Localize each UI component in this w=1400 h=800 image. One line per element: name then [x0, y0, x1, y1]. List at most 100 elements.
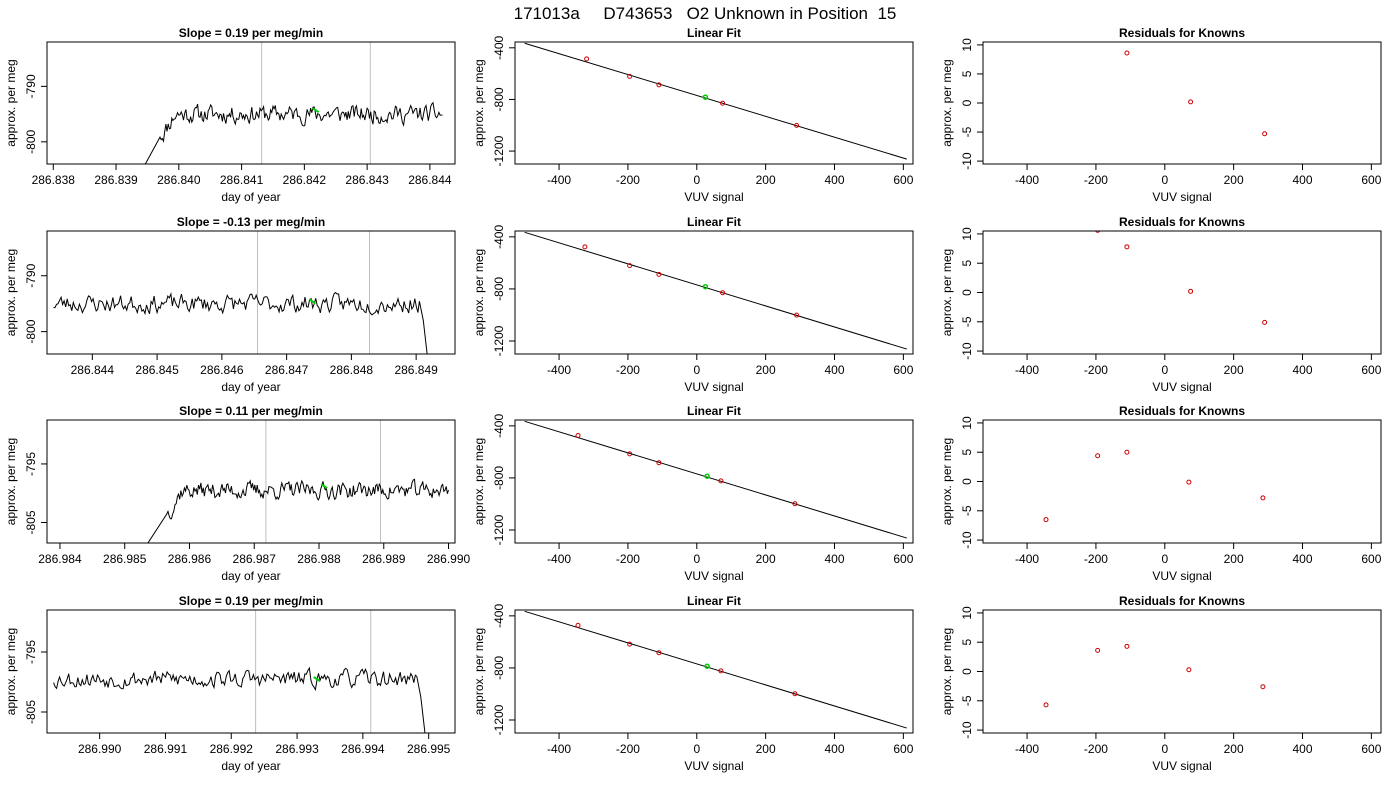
known-point	[1124, 50, 1130, 56]
x-tick-label: 286.841	[220, 173, 264, 187]
plot-area	[524, 420, 907, 539]
known-point	[1262, 131, 1268, 137]
y-tick-label: -400	[492, 35, 506, 59]
y-tick-label: 5	[960, 260, 974, 267]
x-tick-label: 0	[693, 552, 700, 566]
x-tick-label: 600	[1361, 552, 1381, 566]
known-point	[575, 432, 581, 438]
panel-3-2: Residuals for Knowns VUV signal approx. pe…	[940, 594, 1382, 773]
y-tick-label: 0	[960, 99, 974, 106]
unknown-point	[702, 283, 709, 290]
y-tick-label: -800	[492, 87, 506, 111]
y-tick-label: -10	[960, 342, 974, 360]
x-tick-label: 286.993	[275, 742, 319, 756]
panel-title: Residuals for Knowns	[1119, 594, 1245, 608]
x-tick-label: 286.990	[427, 552, 471, 566]
known-point	[1124, 244, 1130, 250]
x-tick-label: 600	[893, 173, 913, 187]
y-tick-label: -790	[24, 74, 38, 98]
x-tick-label: 200	[756, 363, 776, 377]
y-tick-label: -5	[960, 695, 974, 706]
y-axis-label: approx. per meg	[940, 628, 954, 715]
plot-frame	[514, 419, 914, 544]
x-tick-label: 200	[756, 742, 776, 756]
x-axis-label: VUV signal	[1152, 380, 1211, 394]
x-tick-label: 600	[893, 552, 913, 566]
panel-title: Residuals for Knowns	[1119, 404, 1245, 418]
known-point	[627, 263, 633, 269]
known-point	[627, 641, 633, 647]
plot-frame	[46, 609, 456, 734]
plot-frame	[982, 419, 1382, 544]
x-tick-label: -200	[1084, 173, 1108, 187]
panel-title: Slope = 0.11 per meg/min	[179, 404, 323, 418]
x-tick-label: 286.842	[283, 173, 327, 187]
panel-2-0: Slope = 0.11 per meg/min day of year appro…	[4, 404, 471, 583]
x-tick-label: 400	[1292, 742, 1312, 756]
x-tick-label: 200	[756, 552, 776, 566]
plot-area	[524, 231, 907, 350]
x-tick-label: 286.986	[168, 552, 212, 566]
y-axis-label: approx. per meg	[472, 438, 486, 525]
panel-1-0: Slope = -0.13 per meg/min day of year appr…	[4, 215, 456, 394]
known-point	[792, 691, 798, 697]
panel-title: Residuals for Knowns	[1119, 215, 1245, 229]
known-point	[656, 82, 662, 88]
known-point	[1043, 702, 1049, 708]
panel-title: Slope = -0.13 per meg/min	[177, 215, 325, 229]
x-tick-label: 400	[824, 173, 844, 187]
panel-0-1: Linear Fit VUV signal approx. per meg -400 -…	[472, 26, 914, 204]
x-tick-label: 400	[1292, 552, 1312, 566]
y-tick-label: -800	[24, 129, 38, 153]
x-tick-label: 286.849	[394, 363, 438, 377]
x-tick-label: 200	[1224, 363, 1244, 377]
known-point	[794, 312, 800, 318]
known-point	[1186, 667, 1192, 673]
y-tick-label: -800	[492, 277, 506, 301]
y-tick-label: -805	[24, 510, 38, 534]
x-tick-label: 0	[1161, 742, 1168, 756]
y-axis-label: approx. per meg	[472, 628, 486, 715]
x-tick-label: 286.985	[103, 552, 147, 566]
y-tick-label: 0	[960, 668, 974, 675]
x-tick-label: 286.994	[341, 742, 385, 756]
x-tick-label: -400	[547, 742, 571, 756]
x-tick-label: 286.991	[144, 742, 188, 756]
known-point	[656, 650, 662, 656]
x-tick-label: 600	[893, 742, 913, 756]
x-tick-label: 286.988	[297, 552, 341, 566]
x-tick-label: 286.989	[362, 552, 406, 566]
known-point	[582, 244, 588, 250]
panel-title: Linear Fit	[687, 594, 741, 608]
panel-2-2: Residuals for Knowns VUV signal approx. pe…	[940, 404, 1382, 583]
x-axis-label: VUV signal	[684, 569, 743, 583]
known-point	[656, 460, 662, 466]
plot-area	[1043, 449, 1266, 523]
x-tick-label: 286.839	[94, 173, 138, 187]
x-tick-label: -400	[547, 552, 571, 566]
x-tick-label: 286.846	[200, 363, 244, 377]
plot-frame	[46, 230, 456, 355]
known-point	[627, 451, 633, 457]
plot-area	[524, 610, 907, 729]
plot-frame	[982, 609, 1382, 734]
known-point	[720, 290, 726, 296]
known-point	[792, 501, 798, 507]
x-tick-label: -200	[1084, 363, 1108, 377]
x-tick-label: -200	[1084, 552, 1108, 566]
known-point	[718, 478, 724, 484]
panel-title: Linear Fit	[687, 404, 741, 418]
panel-3-0: Slope = 0.19 per meg/min day of year appro…	[4, 594, 456, 773]
y-axis-label: approx. per meg	[472, 249, 486, 336]
x-tick-label: 286.844	[408, 173, 452, 187]
x-tick-label: 286.987	[233, 552, 277, 566]
x-tick-label: 286.840	[157, 173, 201, 187]
x-axis-label: VUV signal	[684, 759, 743, 773]
x-tick-label: 0	[693, 363, 700, 377]
plot-area	[1124, 50, 1268, 137]
x-tick-label: 286.847	[265, 363, 309, 377]
y-tick-label: -795	[24, 640, 38, 664]
known-point	[627, 73, 633, 79]
unknown-marker	[320, 483, 328, 490]
